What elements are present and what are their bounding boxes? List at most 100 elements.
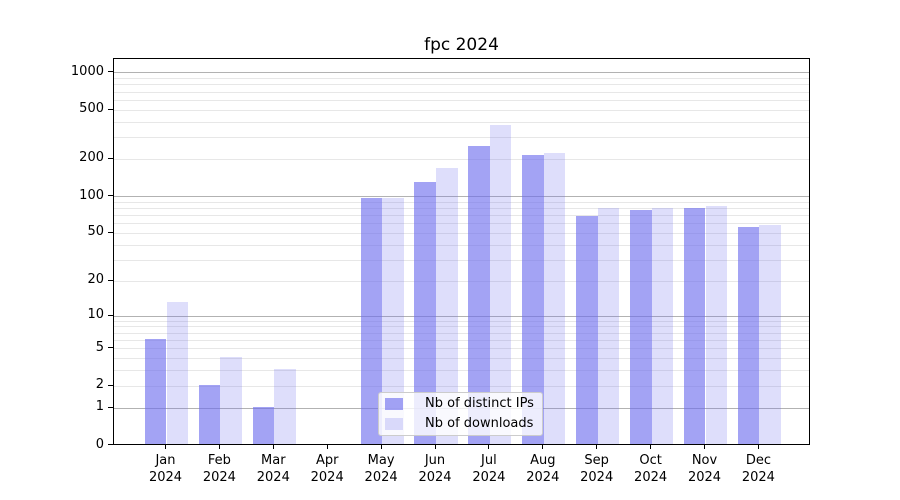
major-gridline: [114, 315, 809, 317]
y-tick-label: 100: [79, 187, 104, 203]
bar-downloads: [274, 369, 296, 444]
x-tick-mark: [165, 445, 166, 449]
minor-gridline: [114, 158, 809, 160]
bar-downloads: [705, 205, 728, 444]
minor-gridline: [114, 121, 809, 123]
y-tick-mark: [108, 314, 113, 316]
x-tick-mark: [434, 445, 436, 449]
legend-swatch-downloads: [385, 418, 403, 430]
bar-distinct-ips: [522, 155, 544, 444]
x-tick-label: Jul 2024: [472, 453, 506, 485]
bar-downloads: [651, 208, 674, 444]
minor-gridline: [114, 78, 809, 80]
y-tick-mark: [108, 444, 113, 445]
minor-gridline: [114, 109, 809, 111]
y-tick-mark: [108, 195, 113, 197]
x-tick-mark: [542, 445, 544, 449]
minor-gridline: [114, 244, 809, 246]
x-tick-label: May 2024: [364, 453, 398, 485]
bar-downloads: [597, 207, 620, 444]
x-tick-label: Apr 2024: [310, 453, 344, 485]
minor-gridline: [114, 84, 809, 86]
x-tick-mark: [596, 445, 598, 449]
bar-distinct-ips: [198, 384, 221, 444]
y-tick-label: 5: [95, 339, 104, 355]
minor-gridline: [114, 137, 809, 139]
minor-gridline: [114, 223, 809, 225]
minor-gridline: [114, 215, 809, 217]
y-tick-mark: [108, 406, 113, 408]
y-tick-label: 2: [95, 377, 104, 393]
legend-entry-downloads: Nb of downloads: [385, 415, 542, 433]
x-tick-mark: [488, 445, 490, 449]
bar-distinct-ips: [252, 406, 275, 444]
x-tick-label: Mar 2024: [256, 453, 290, 485]
y-tick-label: 500: [79, 101, 104, 117]
minor-gridline: [114, 201, 809, 203]
bar-distinct-ips: [144, 339, 167, 444]
x-tick-label: Dec 2024: [741, 453, 775, 485]
y-tick-label: 1000: [70, 63, 104, 79]
y-tick-label: 200: [79, 150, 104, 166]
bar-downloads: [543, 152, 566, 444]
x-tick-label: Nov 2024: [687, 453, 722, 485]
minor-gridline: [114, 326, 809, 328]
minor-gridline: [114, 280, 809, 282]
minor-gridline: [114, 332, 809, 334]
x-tick-label: Jun 2024: [418, 453, 452, 485]
legend-entry-distinct-ips: Nb of distinct IPs: [385, 395, 542, 413]
minor-gridline: [114, 370, 809, 372]
x-tick-label: Jan 2024: [148, 453, 183, 485]
x-tick-mark: [704, 445, 705, 449]
bar-downloads: [166, 301, 189, 444]
legend-swatch-distinct-ips: [385, 398, 403, 410]
legend: Nb of distinct IPs Nb of downloads: [378, 392, 543, 436]
minor-gridline: [114, 320, 809, 322]
y-tick-mark: [108, 231, 113, 233]
bar-distinct-ips: [468, 145, 490, 444]
x-tick-label: Oct 2024: [634, 453, 668, 485]
minor-gridline: [114, 259, 809, 261]
bar-distinct-ips: [630, 210, 652, 444]
y-tick-mark: [108, 157, 113, 159]
bar-downloads: [436, 167, 458, 444]
bar-distinct-ips: [683, 207, 706, 444]
chart-title: fpc 2024: [424, 35, 499, 55]
y-tick-mark: [108, 384, 113, 386]
bar-downloads: [220, 357, 242, 444]
minor-gridline: [114, 348, 809, 350]
x-tick-mark: [650, 445, 652, 449]
y-tick-label: 10: [87, 307, 104, 323]
x-tick-label: Sep 2024: [580, 453, 614, 485]
legend-label-distinct-ips: Nb of distinct IPs: [425, 396, 534, 411]
x-tick-label: Feb 2024: [202, 453, 236, 485]
bar-downloads: [759, 224, 781, 444]
y-tick-label: 50: [87, 224, 104, 240]
bar-distinct-ips: [414, 182, 436, 444]
legend-label-downloads: Nb of downloads: [425, 416, 534, 431]
y-tick-label: 1: [95, 399, 104, 415]
x-tick-mark: [272, 445, 274, 449]
minor-gridline: [114, 358, 809, 360]
bar-downloads: [382, 198, 404, 444]
minor-gridline: [114, 340, 809, 342]
minor-gridline: [114, 385, 809, 387]
bar-distinct-ips: [576, 216, 598, 444]
x-tick-mark: [326, 445, 328, 449]
y-tick-mark: [108, 108, 113, 110]
minor-gridline: [114, 99, 809, 101]
y-tick-label: 0: [95, 436, 104, 452]
major-gridline: [114, 72, 809, 74]
x-tick-mark: [757, 445, 759, 449]
minor-gridline: [114, 207, 809, 209]
bar-distinct-ips: [360, 198, 383, 444]
minor-gridline: [114, 232, 809, 234]
bar-downloads: [489, 124, 512, 444]
y-tick-mark: [108, 347, 113, 349]
bar-distinct-ips: [737, 226, 760, 444]
minor-gridline: [114, 91, 809, 93]
y-tick-mark: [108, 71, 113, 73]
x-tick-label: Aug 2024: [526, 453, 560, 485]
x-tick-mark: [218, 445, 220, 449]
